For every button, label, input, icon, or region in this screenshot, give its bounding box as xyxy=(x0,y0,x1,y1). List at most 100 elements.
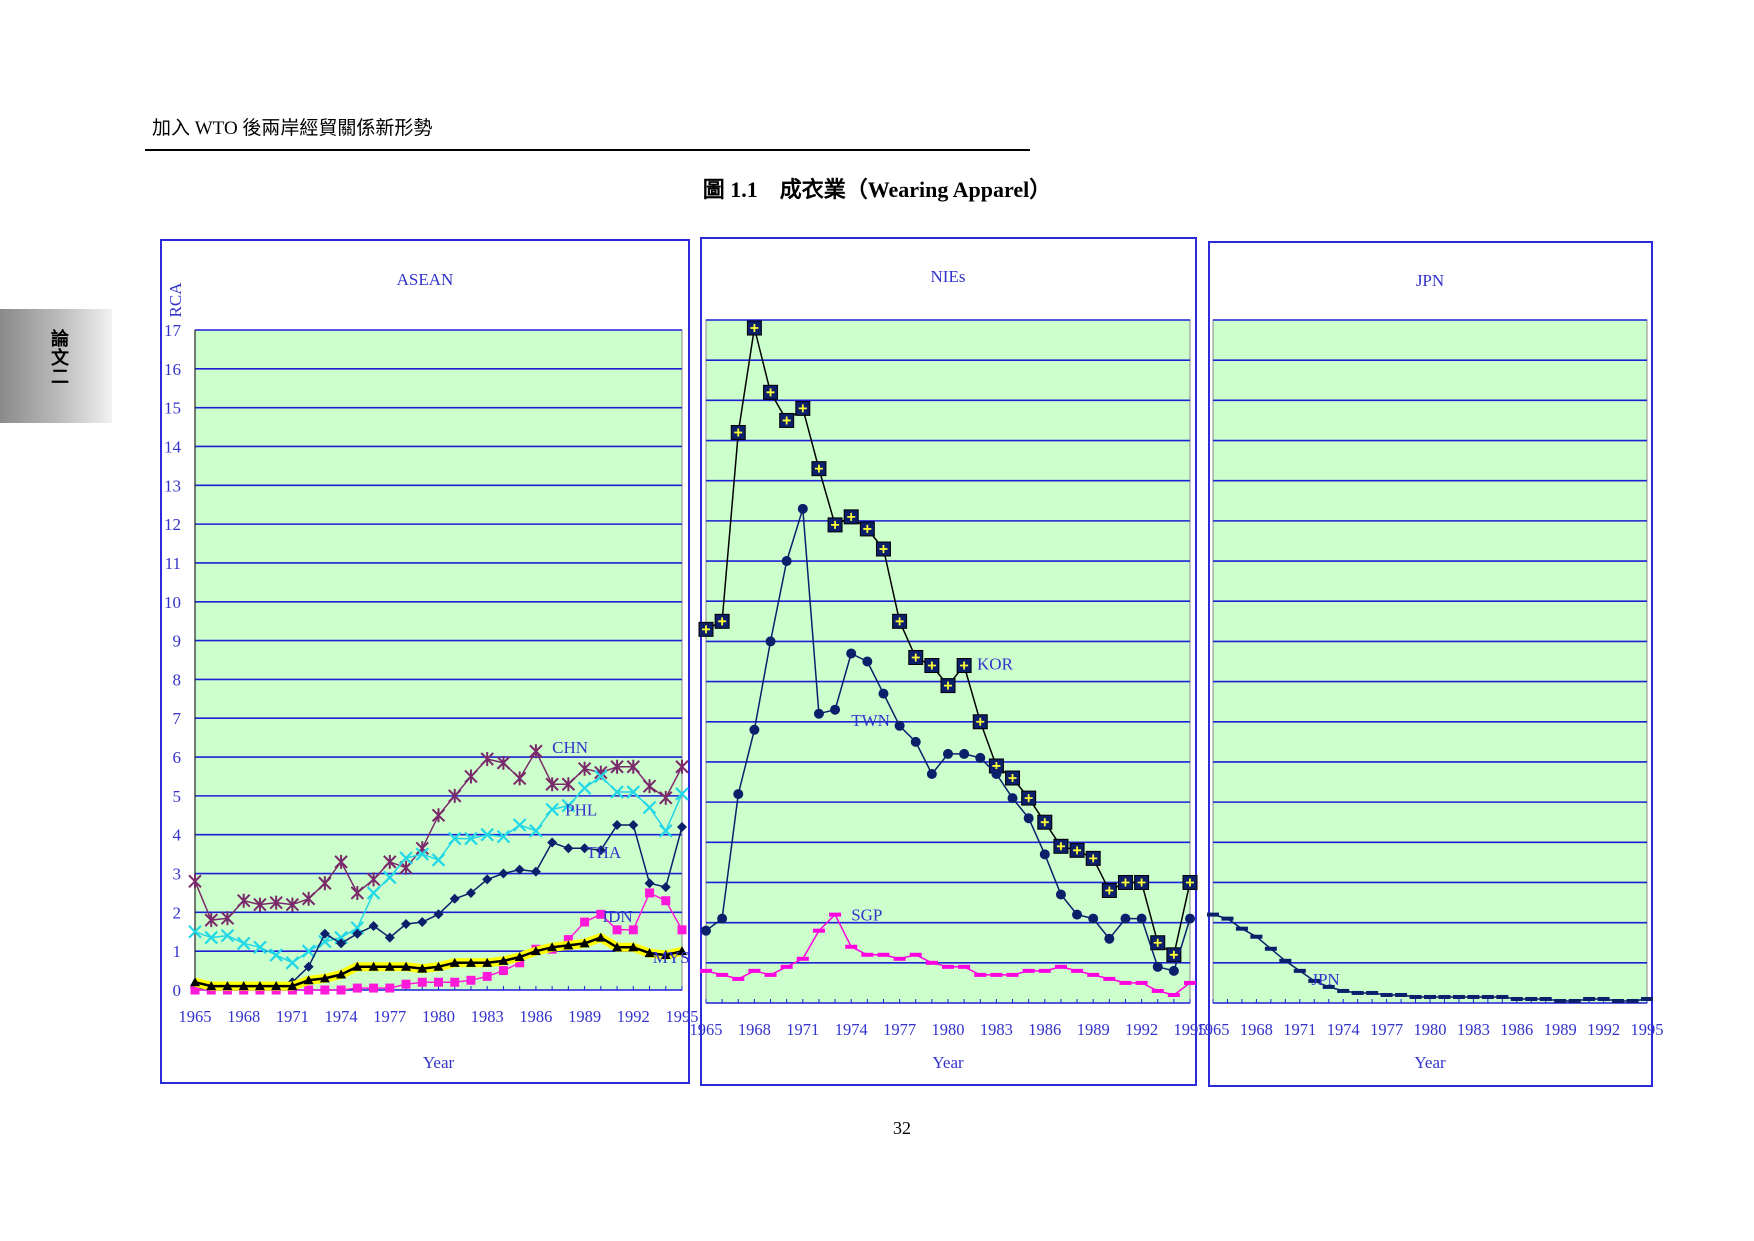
y-tick-label: 12 xyxy=(164,515,181,534)
data-point xyxy=(464,769,478,784)
data-point xyxy=(449,893,460,904)
data-point xyxy=(642,779,657,794)
data-point xyxy=(677,821,687,832)
y-tick-label: 3 xyxy=(173,865,182,884)
x-tick-label: 1992 xyxy=(617,1007,650,1026)
data-point xyxy=(368,961,379,971)
data-point xyxy=(1395,992,1408,997)
y-tick-label: 11 xyxy=(165,554,181,573)
data-point xyxy=(781,556,792,567)
data-point xyxy=(399,851,413,865)
data-point xyxy=(303,975,314,985)
y-tick-label: 2 xyxy=(173,903,182,922)
x-tick-label: 1977 xyxy=(883,1020,916,1039)
x-axis-label: Year xyxy=(932,1053,964,1072)
data-point-plus xyxy=(766,388,775,397)
series-tha: THA xyxy=(190,820,687,994)
data-point xyxy=(644,948,655,958)
data-point-plus xyxy=(992,761,1001,770)
data-point xyxy=(287,981,298,991)
data-point xyxy=(1221,916,1234,921)
data-point xyxy=(188,874,202,889)
data-point-plus xyxy=(1105,886,1114,895)
data-point xyxy=(974,972,987,977)
data-point xyxy=(1185,913,1195,924)
data-point-plus xyxy=(895,617,904,626)
x-tick-label: 1986 xyxy=(1028,1020,1061,1039)
data-point xyxy=(383,854,397,869)
data-point xyxy=(610,785,624,799)
data-point xyxy=(909,952,922,957)
data-point-plus xyxy=(1073,846,1082,855)
data-point-plus xyxy=(863,524,872,533)
data-point xyxy=(561,798,576,813)
x-tick-label: 1968 xyxy=(738,1020,771,1039)
data-point-plus xyxy=(782,416,791,425)
plot-area xyxy=(194,329,683,991)
data-point xyxy=(1072,909,1083,920)
chart-panel-nies: NIEs 1965 1968 1971 1974 1977 1980 1983 1986 1989… xyxy=(690,237,1207,1086)
data-point xyxy=(466,975,476,985)
data-point xyxy=(812,928,825,933)
data-point xyxy=(748,968,761,973)
data-point xyxy=(732,976,745,981)
plot-area xyxy=(1212,319,1648,1004)
data-point xyxy=(285,956,300,970)
data-point-plus xyxy=(1008,774,1017,783)
data-point xyxy=(285,897,300,912)
data-point xyxy=(304,985,314,995)
chart-title: JPN xyxy=(1416,271,1444,290)
data-point xyxy=(1351,990,1364,995)
data-point xyxy=(236,936,251,951)
data-point xyxy=(1279,958,1292,963)
data-point xyxy=(514,952,525,961)
plot-area xyxy=(705,319,1191,1004)
x-tick-label: 1986 xyxy=(519,1007,552,1026)
data-point xyxy=(942,964,954,969)
data-point xyxy=(1380,992,1393,997)
x-tick-label: 1965 xyxy=(1197,1020,1230,1039)
data-point xyxy=(910,736,921,747)
x-tick-label: 1983 xyxy=(471,1007,504,1026)
data-point xyxy=(1007,793,1018,804)
y-tick-label: 4 xyxy=(173,826,182,845)
data-point-plus xyxy=(750,324,759,333)
y-tick-label: 0 xyxy=(173,981,182,1000)
x-tick-label: 1989 xyxy=(1544,1020,1577,1039)
data-point xyxy=(612,942,623,952)
data-point xyxy=(1366,990,1379,995)
data-point-plus xyxy=(1089,854,1098,863)
data-point xyxy=(596,909,606,919)
data-point xyxy=(271,981,282,991)
data-point xyxy=(626,785,641,799)
data-point xyxy=(530,866,541,877)
x-tick-label: 1989 xyxy=(568,1007,601,1026)
data-point xyxy=(659,790,673,805)
data-point xyxy=(253,897,267,912)
data-point xyxy=(563,940,574,950)
side-tab-label: 論文二 xyxy=(51,329,69,387)
x-tick-label: 1995 xyxy=(1174,1020,1207,1039)
y-tick-label: 7 xyxy=(173,709,182,728)
data-point xyxy=(1337,988,1350,993)
data-point xyxy=(206,981,217,991)
data-point xyxy=(515,958,525,968)
data-point xyxy=(336,938,347,949)
data-point xyxy=(765,636,776,647)
data-point xyxy=(385,983,395,993)
y-tick-label: 1 xyxy=(173,942,182,961)
data-point xyxy=(925,960,938,965)
data-point xyxy=(433,961,444,971)
data-point xyxy=(829,912,842,917)
x-tick-label: 1992 xyxy=(1125,1020,1158,1039)
data-point xyxy=(431,853,446,867)
data-point xyxy=(1293,968,1306,973)
data-point xyxy=(1006,972,1019,977)
data-point xyxy=(1168,965,1179,976)
data-point-plus xyxy=(1121,878,1130,887)
series-phl: PHL xyxy=(188,769,689,970)
data-point xyxy=(220,911,235,926)
data-point xyxy=(431,808,446,823)
data-point xyxy=(1022,968,1035,973)
data-point xyxy=(1235,926,1248,931)
